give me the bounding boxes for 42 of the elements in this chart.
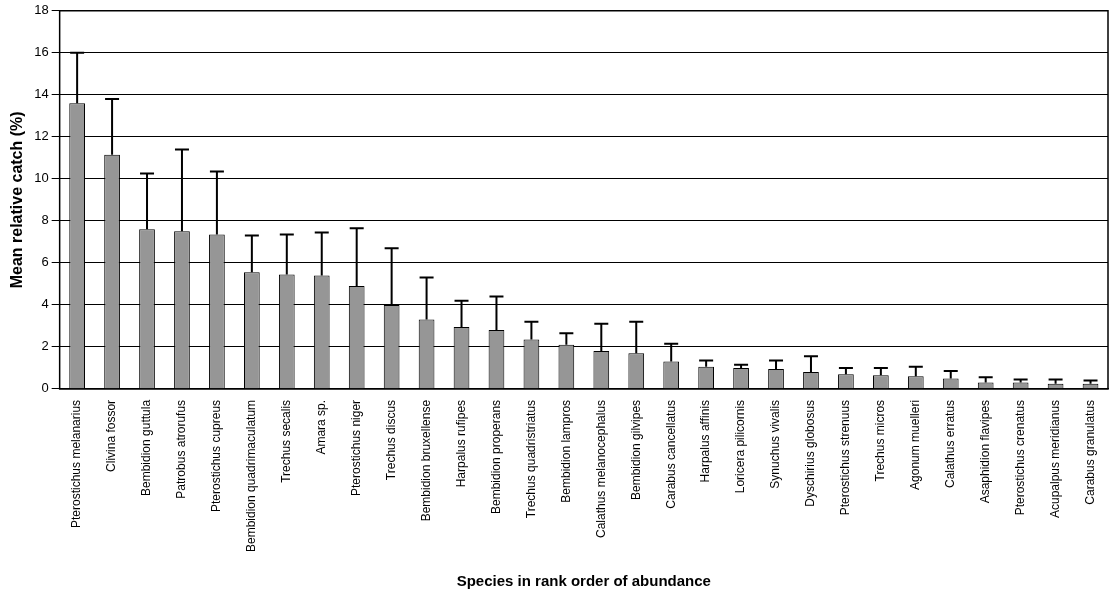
x-tick-label: Carabus cancellatus xyxy=(663,399,678,509)
x-tick-label: Trechus secalis xyxy=(279,399,294,483)
x-tick-label: Bembidion quadrimaculatum xyxy=(244,399,259,553)
y-tick-label: 16 xyxy=(34,44,49,60)
x-tick-label: Synuchus vivalis xyxy=(768,399,783,489)
x-tick-label: Trechus micros xyxy=(873,399,888,482)
x-tick-label: Carabus granulatus xyxy=(1082,399,1097,505)
x-tick-label: Calathus melanocephalus xyxy=(593,399,608,539)
x-tick-label: Pterostichus cupreus xyxy=(209,399,224,512)
x-tick-label: Bembidion lampros xyxy=(558,399,573,503)
x-tick-label: Patrobus atrorufus xyxy=(174,399,189,499)
x-tick-label: Acupalpus meridianus xyxy=(1047,399,1062,518)
x-tick-label: Pterostichus strenuus xyxy=(838,399,853,516)
x-tick-label: Asaphidion flavipes xyxy=(978,399,993,504)
y-tick-label: 8 xyxy=(41,212,49,228)
x-tick-label: Pterostichus niger xyxy=(349,399,363,496)
x-tick-label: Pterostichus crenatus xyxy=(1012,399,1027,516)
x-tick-label: Clivina fossor xyxy=(104,399,119,472)
y-tick-label: 2 xyxy=(41,338,49,354)
x-tick-label: Calathus erratus xyxy=(943,399,958,488)
y-tick-label: 6 xyxy=(41,254,49,270)
x-tick-label: Trechus discus xyxy=(383,399,398,481)
x-tick-label: Bembidion gilvipes xyxy=(628,399,643,500)
y-tick-label: 10 xyxy=(34,170,49,186)
x-tick-label: Bembidion properans xyxy=(488,399,503,514)
y-tick-label: 4 xyxy=(41,296,49,312)
x-tick-label: Pterostichus melanarius xyxy=(69,399,84,528)
x-tick-label: Harpalus rufipes xyxy=(453,399,468,488)
x-tick-label: Bembidion bruxellense xyxy=(418,399,433,522)
y-tick-label: 12 xyxy=(34,128,49,144)
y-tick-label: 18 xyxy=(34,2,49,18)
x-tick-label: Trechus quadristriatus xyxy=(523,399,538,519)
x-tick-label: Loricera pilicornis xyxy=(733,399,748,494)
x-tick-label: Dyschirius globosus xyxy=(803,399,818,507)
x-tick-label: Amara sp. xyxy=(314,399,329,455)
x-tick-label: Bembidion guttula xyxy=(139,399,154,496)
x-tick-label: Harpalus affinis xyxy=(698,399,713,483)
y-tick-label: 0 xyxy=(41,380,49,396)
y-axis-title: Mean relative catch (%) xyxy=(8,111,26,289)
x-tick-label: Agonum muelleri xyxy=(908,399,923,490)
x-axis-title: Species in rank order of abundance xyxy=(456,572,711,590)
y-tick-label: 14 xyxy=(34,86,49,102)
